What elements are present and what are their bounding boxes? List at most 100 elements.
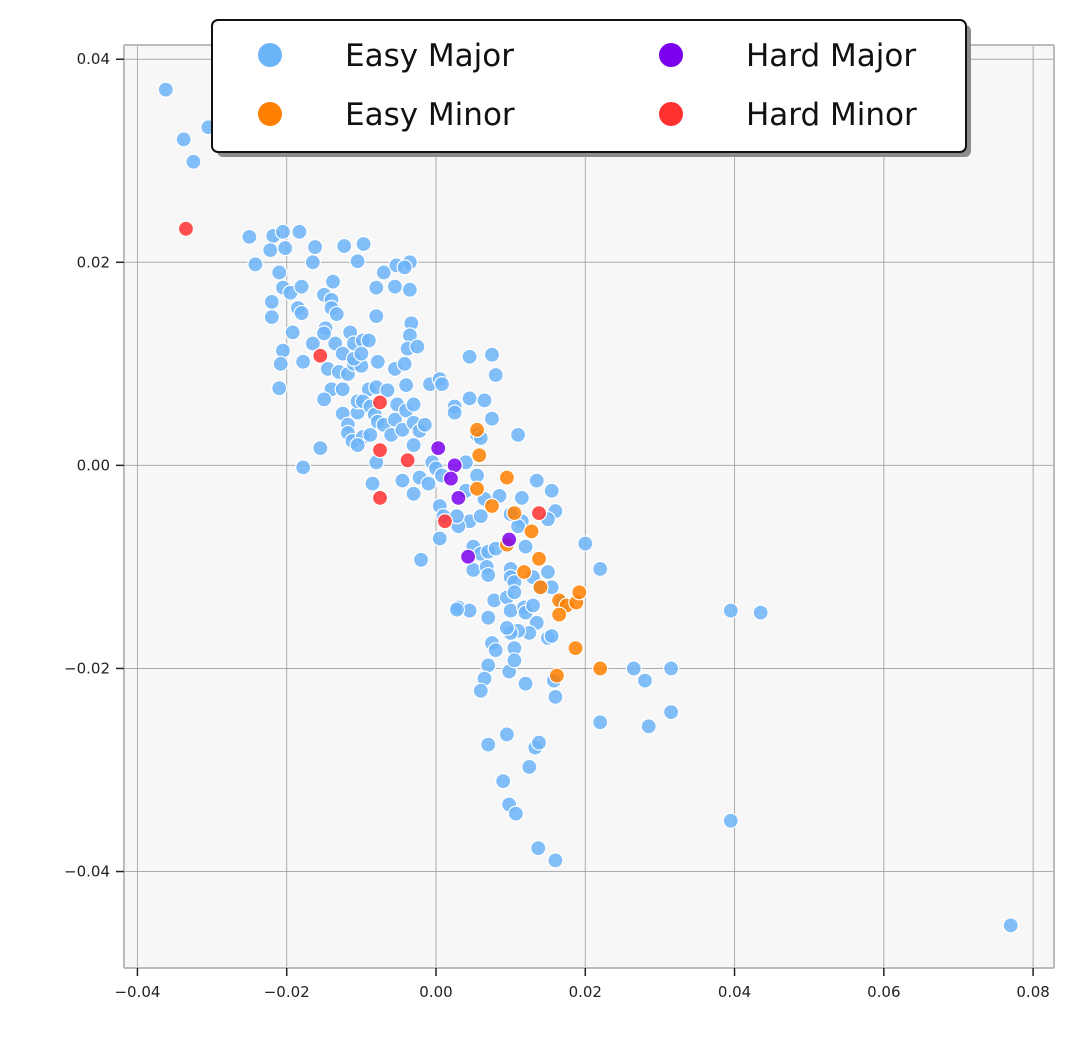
data-point xyxy=(271,264,288,281)
data-point xyxy=(185,153,202,170)
data-point xyxy=(412,551,430,568)
data-point xyxy=(349,253,366,270)
y-tick-label: 0.00 xyxy=(77,456,110,474)
data-point xyxy=(315,391,333,408)
data-point xyxy=(409,338,426,355)
data-point xyxy=(521,758,538,776)
data-point xyxy=(539,563,557,581)
data-point xyxy=(483,346,501,363)
data-point xyxy=(304,254,321,271)
data-point xyxy=(517,538,534,555)
data-point xyxy=(480,566,497,584)
data-point xyxy=(483,497,501,515)
data-point xyxy=(405,436,422,454)
data-point xyxy=(420,475,437,492)
data-point xyxy=(448,601,465,618)
data-point xyxy=(336,237,353,255)
data-point xyxy=(480,609,497,626)
y-tick-label: −0.02 xyxy=(64,659,110,677)
data-point xyxy=(625,660,642,677)
data-point xyxy=(328,305,345,323)
legend-label: Easy Major xyxy=(345,38,514,74)
data-point xyxy=(513,489,530,506)
data-point xyxy=(175,131,192,148)
legend: Easy Major Easy Minor Hard Major Hard Minor xyxy=(211,19,971,157)
legend-marker xyxy=(659,43,683,67)
data-point xyxy=(312,347,329,364)
data-point xyxy=(349,436,366,454)
data-point xyxy=(436,513,454,530)
data-point xyxy=(530,734,548,751)
data-point xyxy=(446,404,463,421)
data-point xyxy=(157,81,174,98)
data-point xyxy=(353,345,370,362)
data-point xyxy=(306,238,324,256)
series-hard-minor xyxy=(177,220,548,530)
data-point xyxy=(334,381,351,398)
data-point xyxy=(293,304,310,322)
data-point xyxy=(368,279,385,296)
data-point xyxy=(523,523,540,540)
legend-box xyxy=(211,19,967,153)
x-tick-label: 0.00 xyxy=(419,983,452,1001)
data-point xyxy=(571,584,588,601)
data-point xyxy=(498,726,515,743)
data-point xyxy=(312,440,329,457)
data-point xyxy=(394,472,411,489)
x-tick-label: 0.04 xyxy=(718,983,751,1001)
data-point xyxy=(442,470,460,487)
data-point xyxy=(551,606,568,623)
grid-lines xyxy=(124,45,1054,968)
y-tick-label: 0.02 xyxy=(77,253,110,271)
data-point xyxy=(592,560,609,578)
legend-marker xyxy=(258,102,282,126)
data-point xyxy=(431,530,448,547)
data-point xyxy=(433,376,451,393)
data-point xyxy=(295,459,312,476)
data-point xyxy=(1002,917,1019,934)
data-point xyxy=(277,239,294,257)
data-point xyxy=(592,714,609,731)
data-point xyxy=(515,563,533,581)
data-point xyxy=(506,652,523,669)
series-easy-major xyxy=(157,81,1019,934)
data-point xyxy=(471,447,488,464)
x-tick-label: −0.04 xyxy=(114,983,160,1001)
data-point xyxy=(472,682,489,699)
data-point xyxy=(304,335,321,352)
data-point xyxy=(405,396,422,413)
data-point xyxy=(502,602,519,619)
data-point xyxy=(399,452,416,469)
data-point xyxy=(640,718,657,735)
data-point xyxy=(371,489,389,506)
data-point xyxy=(291,223,308,240)
data-point xyxy=(722,602,739,619)
data-point xyxy=(368,308,385,325)
data-point xyxy=(263,293,280,310)
x-tick-label: 0.08 xyxy=(1016,983,1049,1001)
data-point xyxy=(396,355,413,372)
data-point xyxy=(274,342,292,359)
data-point xyxy=(450,489,467,506)
data-point xyxy=(375,264,392,281)
data-point xyxy=(461,348,478,365)
legend-label: Hard Minor xyxy=(746,97,917,133)
legend-marker xyxy=(258,43,282,67)
data-point xyxy=(386,278,404,295)
data-point xyxy=(405,485,422,502)
data-point xyxy=(284,324,301,341)
data-point xyxy=(396,259,413,276)
data-point xyxy=(293,278,310,295)
data-point xyxy=(480,736,497,753)
data-point xyxy=(501,531,518,548)
data-point xyxy=(495,773,512,790)
data-point xyxy=(532,579,549,596)
data-point xyxy=(543,627,560,645)
data-point xyxy=(360,332,377,349)
data-point xyxy=(272,355,289,372)
data-point xyxy=(263,309,280,326)
data-point xyxy=(507,805,524,822)
data-point xyxy=(371,394,389,411)
x-tick-label: −0.02 xyxy=(264,983,310,1001)
